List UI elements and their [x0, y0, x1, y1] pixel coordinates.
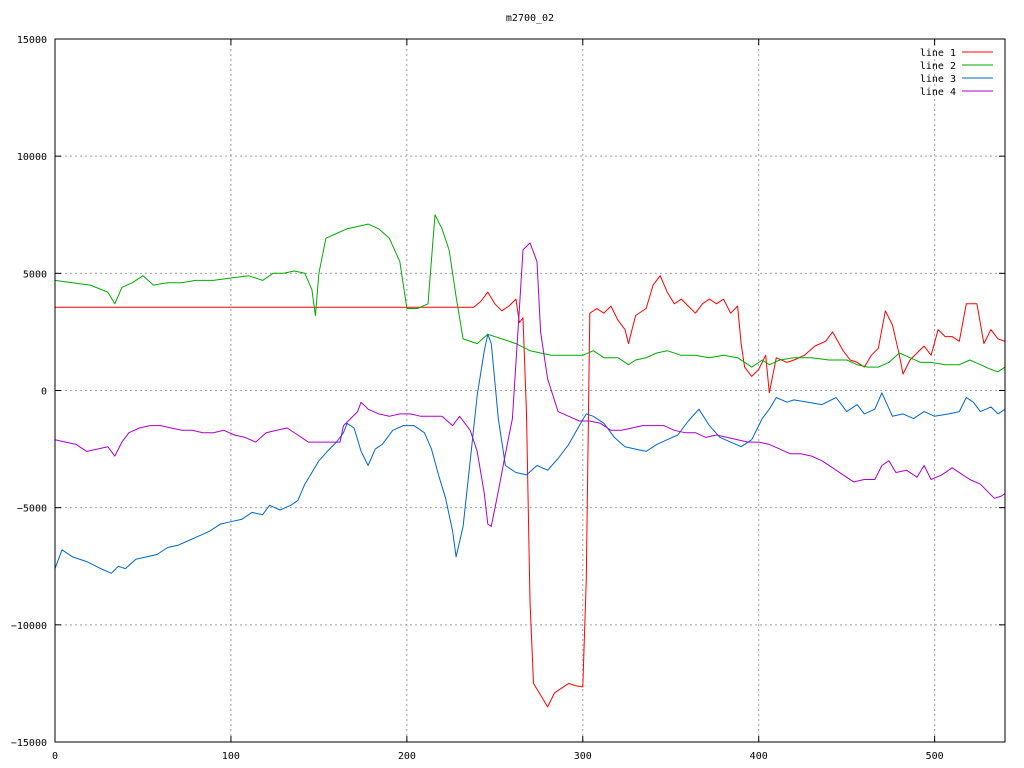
y-tick-label: 5000 [23, 269, 47, 280]
x-tick-label: 100 [222, 751, 240, 762]
x-tick-label: 400 [750, 751, 768, 762]
series-line-1 [55, 275, 1006, 708]
y-tick-label: −5000 [17, 504, 47, 515]
legend-label-1: line 1 [920, 48, 956, 59]
y-tick-label: 0 [41, 387, 47, 398]
series-layer [54, 214, 1006, 708]
legend-label-4: line 4 [920, 87, 956, 98]
y-tick-label: −15000 [11, 738, 47, 749]
y-tick-label: −10000 [11, 621, 47, 632]
grid [55, 39, 1005, 742]
y-tick-label: 10000 [17, 152, 47, 163]
x-tick-label: 200 [398, 751, 416, 762]
legend-label-3: line 3 [920, 74, 956, 85]
x-tick-label: 500 [926, 751, 944, 762]
legend-label-2: line 2 [920, 61, 956, 72]
axis-ticks: 0 100 200 300 400 500 −15000 −10000 −5000 0 5000 10… [11, 35, 1005, 762]
x-tick-label: 0 [52, 751, 58, 762]
x-tick-label: 300 [574, 751, 592, 762]
chart-title: m2700_02 [506, 13, 554, 24]
legend: line 1 line 2 line 3 line 4 [920, 48, 993, 98]
series-line-3 [54, 333, 1006, 574]
series-line-4 [54, 242, 1006, 527]
y-tick-label: 15000 [17, 35, 47, 46]
series-line-2 [54, 214, 1006, 373]
